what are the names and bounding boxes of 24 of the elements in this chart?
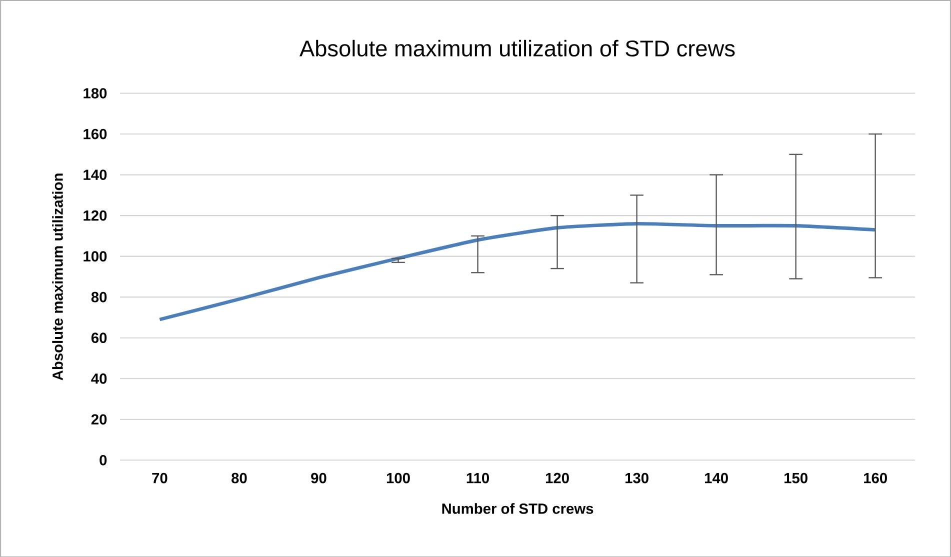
x-tick-label: 70 — [152, 472, 168, 484]
x-tick-label: 100 — [386, 472, 410, 484]
x-tick-label: 110 — [466, 472, 489, 484]
x-tick-label: 150 — [784, 472, 808, 484]
y-tick-label: 140 — [84, 169, 107, 180]
x-tick-label: 80 — [232, 472, 247, 484]
x-axis-title: Number of STD crews — [442, 502, 594, 514]
x-tick-label: 140 — [704, 472, 728, 484]
y-tick-label: 160 — [84, 128, 107, 140]
line-series — [158, 222, 878, 322]
chart-title: Absolute maximum utilization of STD crews — [300, 40, 735, 56]
y-tick-label: 80 — [91, 292, 107, 302]
x-tick-label: 90 — [311, 472, 326, 484]
y-tick-label: 180 — [84, 88, 107, 98]
x-tick-label: 130 — [625, 472, 648, 484]
y-tick-label: 100 — [84, 250, 107, 262]
y-tick-label: 0 — [100, 454, 107, 466]
y-tick-label: 20 — [91, 414, 107, 424]
x-tick-label: 120 — [546, 472, 569, 484]
y-tick-label: 40 — [91, 373, 107, 384]
y-axis-title: Absolute maximum utilization — [52, 173, 63, 380]
y-tick-label: 60 — [91, 332, 107, 343]
y-tick-label: 120 — [84, 210, 107, 221]
x-tick-label: 160 — [864, 472, 887, 484]
